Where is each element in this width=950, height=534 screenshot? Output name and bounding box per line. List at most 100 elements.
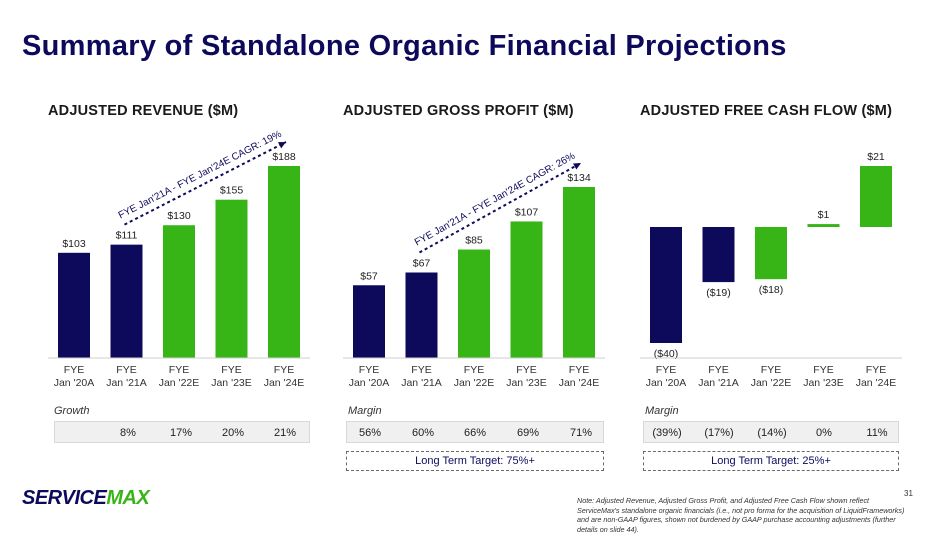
revenue-growth-value: 8% xyxy=(120,427,136,439)
tick-label: FYE xyxy=(813,364,833,376)
bar xyxy=(110,244,143,358)
tick-label: FYE xyxy=(866,364,886,376)
data-label: $155 xyxy=(220,185,244,197)
data-label: $21 xyxy=(867,151,885,163)
tick-label: FYE xyxy=(116,364,136,376)
page-number: 31 xyxy=(904,489,913,498)
data-label: $130 xyxy=(167,210,191,222)
tick-label: FYE xyxy=(169,364,189,376)
gross-margin-value: 60% xyxy=(411,427,435,439)
data-label: $67 xyxy=(413,258,431,270)
bar xyxy=(163,225,195,358)
bar xyxy=(458,249,490,358)
tick-label: FYE xyxy=(221,364,241,376)
tick-label: Jan '23E xyxy=(211,377,252,389)
bar xyxy=(215,199,248,358)
bar xyxy=(563,187,595,358)
data-label: $134 xyxy=(567,172,591,184)
tick-label: FYE xyxy=(516,364,536,376)
gross-margin-label: Margin xyxy=(348,405,382,417)
tick-label: FYE xyxy=(359,364,379,376)
data-label: $1 xyxy=(818,209,830,221)
data-label: $85 xyxy=(465,235,483,247)
fcf-margin-row: (39%) (17%) (14%) 0% 11% xyxy=(643,421,899,443)
revenue-growth-value: 17% xyxy=(169,427,193,439)
bar xyxy=(405,272,438,358)
bar xyxy=(860,166,892,227)
revenue-growth-value: 20% xyxy=(221,427,245,439)
tick-label: Jan '23E xyxy=(803,377,844,389)
bar xyxy=(702,227,735,283)
cagr-arrow-line xyxy=(124,141,287,226)
data-label: ($40) xyxy=(654,348,679,360)
bar xyxy=(510,221,543,358)
tick-label: Jan '20A xyxy=(646,377,687,389)
bar xyxy=(268,166,300,358)
gross-margin-value: 71% xyxy=(569,427,593,439)
data-label: $107 xyxy=(515,206,539,218)
bar xyxy=(650,227,682,343)
fcf-margin-label: Margin xyxy=(645,405,679,417)
cagr-annotation: FYE Jan'21A - FYE Jan'24E CAGR: 19% xyxy=(117,129,284,222)
tick-label: Jan '21A xyxy=(698,377,739,389)
bar xyxy=(755,227,787,280)
data-label: $57 xyxy=(360,270,378,282)
page-title: Summary of Standalone Organic Financial … xyxy=(22,30,787,62)
data-label: ($19) xyxy=(706,287,731,299)
footnote: Note: Adjusted Revenue, Adjusted Gross P… xyxy=(577,496,905,534)
servicemax-logo: SERVICEMAX xyxy=(22,487,150,510)
revenue-growth-label: Growth xyxy=(54,405,90,417)
tick-label: Jan '22E xyxy=(159,377,200,389)
gross-profit-chart-title: ADJUSTED GROSS PROFIT ($M) xyxy=(343,103,574,119)
fcf-margin-value: (39%) xyxy=(652,427,682,439)
fcf-chart-title: ADJUSTED FREE CASH FLOW ($M) xyxy=(640,103,893,119)
tick-label: FYE xyxy=(708,364,728,376)
tick-label: FYE xyxy=(464,364,484,376)
tick-label: Jan '23E xyxy=(506,377,547,389)
cagr-arrow-line xyxy=(419,162,582,254)
cagr-arrow-head xyxy=(278,142,286,149)
tick-label: FYE xyxy=(64,364,84,376)
tick-label: Jan '22E xyxy=(454,377,495,389)
fcf-margin-value: 11% xyxy=(866,427,888,439)
data-label: $188 xyxy=(272,151,296,163)
tick-label: Jan '22E xyxy=(751,377,792,389)
logo-part-max: MAX xyxy=(106,487,150,509)
bar xyxy=(807,224,840,227)
tick-label: Jan '24E xyxy=(559,377,600,389)
revenue-growth-value xyxy=(52,422,102,444)
fcf-margin-value: (14%) xyxy=(757,427,787,439)
tick-label: FYE xyxy=(274,364,294,376)
revenue-growth-row: 8% 17% 20% 21% xyxy=(54,421,310,443)
tick-label: FYE xyxy=(411,364,431,376)
tick-label: FYE xyxy=(656,364,676,376)
gross-margin-value: 56% xyxy=(358,427,382,439)
bar xyxy=(353,285,385,358)
tick-label: Jan '21A xyxy=(401,377,442,389)
cagr-annotation: FYE Jan'21A - FYE Jan'24E CAGR: 26% xyxy=(413,151,577,249)
fcf-margin-target: Long Term Target: 25%+ xyxy=(643,451,899,471)
tick-label: Jan '24E xyxy=(264,377,305,389)
tick-label: Jan '20A xyxy=(54,377,95,389)
tick-label: FYE xyxy=(569,364,589,376)
revenue-chart-title: ADJUSTED REVENUE ($M) xyxy=(48,103,239,119)
fcf-margin-value: 0% xyxy=(816,427,832,439)
tick-label: Jan '24E xyxy=(856,377,897,389)
gross-margin-row: 56% 60% 66% 69% 71% xyxy=(346,421,604,443)
gross-margin-value: 66% xyxy=(463,427,487,439)
bar xyxy=(58,252,90,358)
data-label: ($18) xyxy=(759,284,784,296)
revenue-growth-value: 21% xyxy=(273,427,297,439)
data-label: $111 xyxy=(116,230,138,242)
cagr-arrow-head xyxy=(573,163,581,170)
tick-label: Jan '20A xyxy=(349,377,390,389)
tick-label: Jan '21A xyxy=(106,377,147,389)
logo-part-service: SERVICE xyxy=(22,487,107,509)
gross-margin-value: 69% xyxy=(516,427,540,439)
fcf-margin-value: (17%) xyxy=(704,427,734,439)
tick-label: FYE xyxy=(761,364,781,376)
